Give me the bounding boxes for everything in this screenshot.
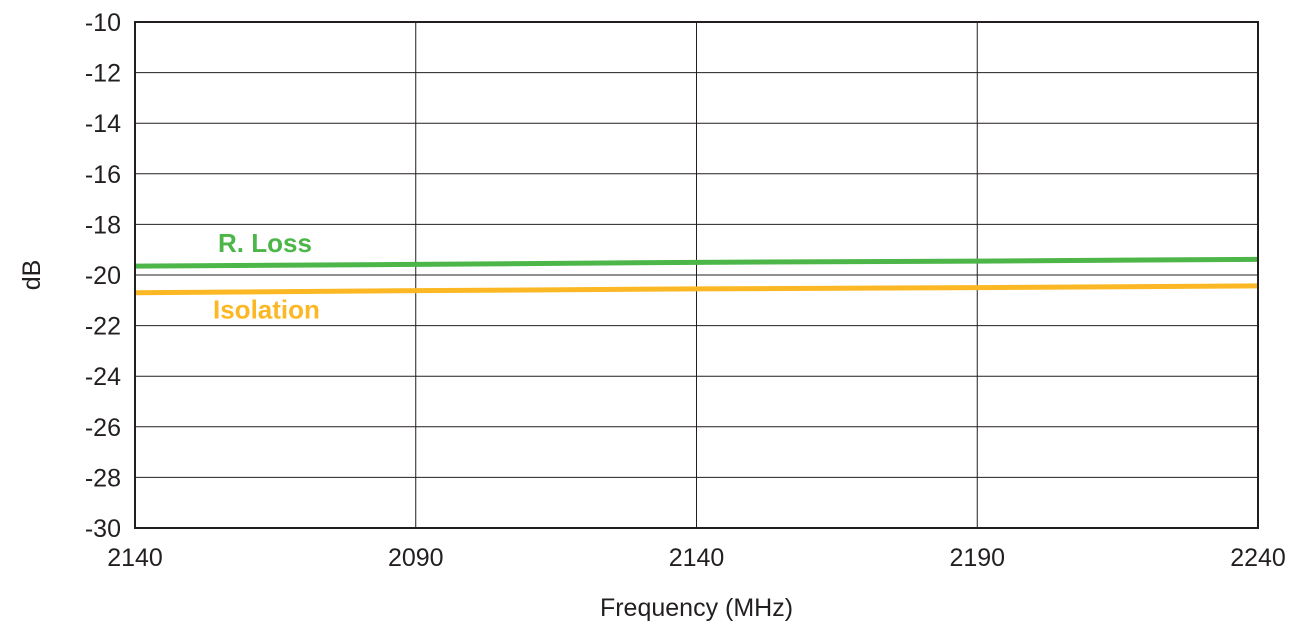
series-layer: [134, 256, 1259, 296]
y-tick-labels: -10 -12 -14 -16 -18 -20 -22 -24 -26 -28 -30: [85, 9, 121, 543]
series-label: Isolation: [213, 295, 320, 325]
y-tick-label: -24: [85, 363, 121, 391]
grid-layer: [135, 22, 1258, 528]
y-tick-label: -20: [85, 262, 121, 290]
y-tick-label: -28: [85, 464, 121, 492]
y-tick-label: -22: [85, 313, 121, 341]
y-tick-label: -30: [85, 515, 121, 543]
series-label: R. Loss: [218, 228, 312, 258]
series-line: [134, 256, 1259, 269]
x-tick-labels: 2140 2090 2140 2190 2240: [107, 544, 1286, 572]
x-tick-label: 2140: [669, 544, 725, 572]
y-tick-label: -12: [85, 60, 121, 88]
x-tick-label: 2090: [388, 544, 444, 572]
x-tick-label: 2240: [1230, 544, 1286, 572]
y-axis-label: dB: [18, 260, 46, 291]
series-line: [134, 283, 1259, 296]
x-tick-label: 2140: [107, 544, 163, 572]
y-tick-label: -18: [85, 211, 121, 239]
y-tick-label: -26: [85, 414, 121, 442]
y-tick-label: -16: [85, 161, 121, 189]
y-tick-label: -14: [85, 110, 121, 138]
x-axis-label: Frequency (MHz): [600, 594, 793, 622]
y-tick-label: -10: [85, 9, 121, 37]
plot-frame: [134, 21, 1259, 529]
series-labels: R. Loss Isolation: [213, 228, 320, 325]
x-tick-label: 2190: [949, 544, 1005, 572]
